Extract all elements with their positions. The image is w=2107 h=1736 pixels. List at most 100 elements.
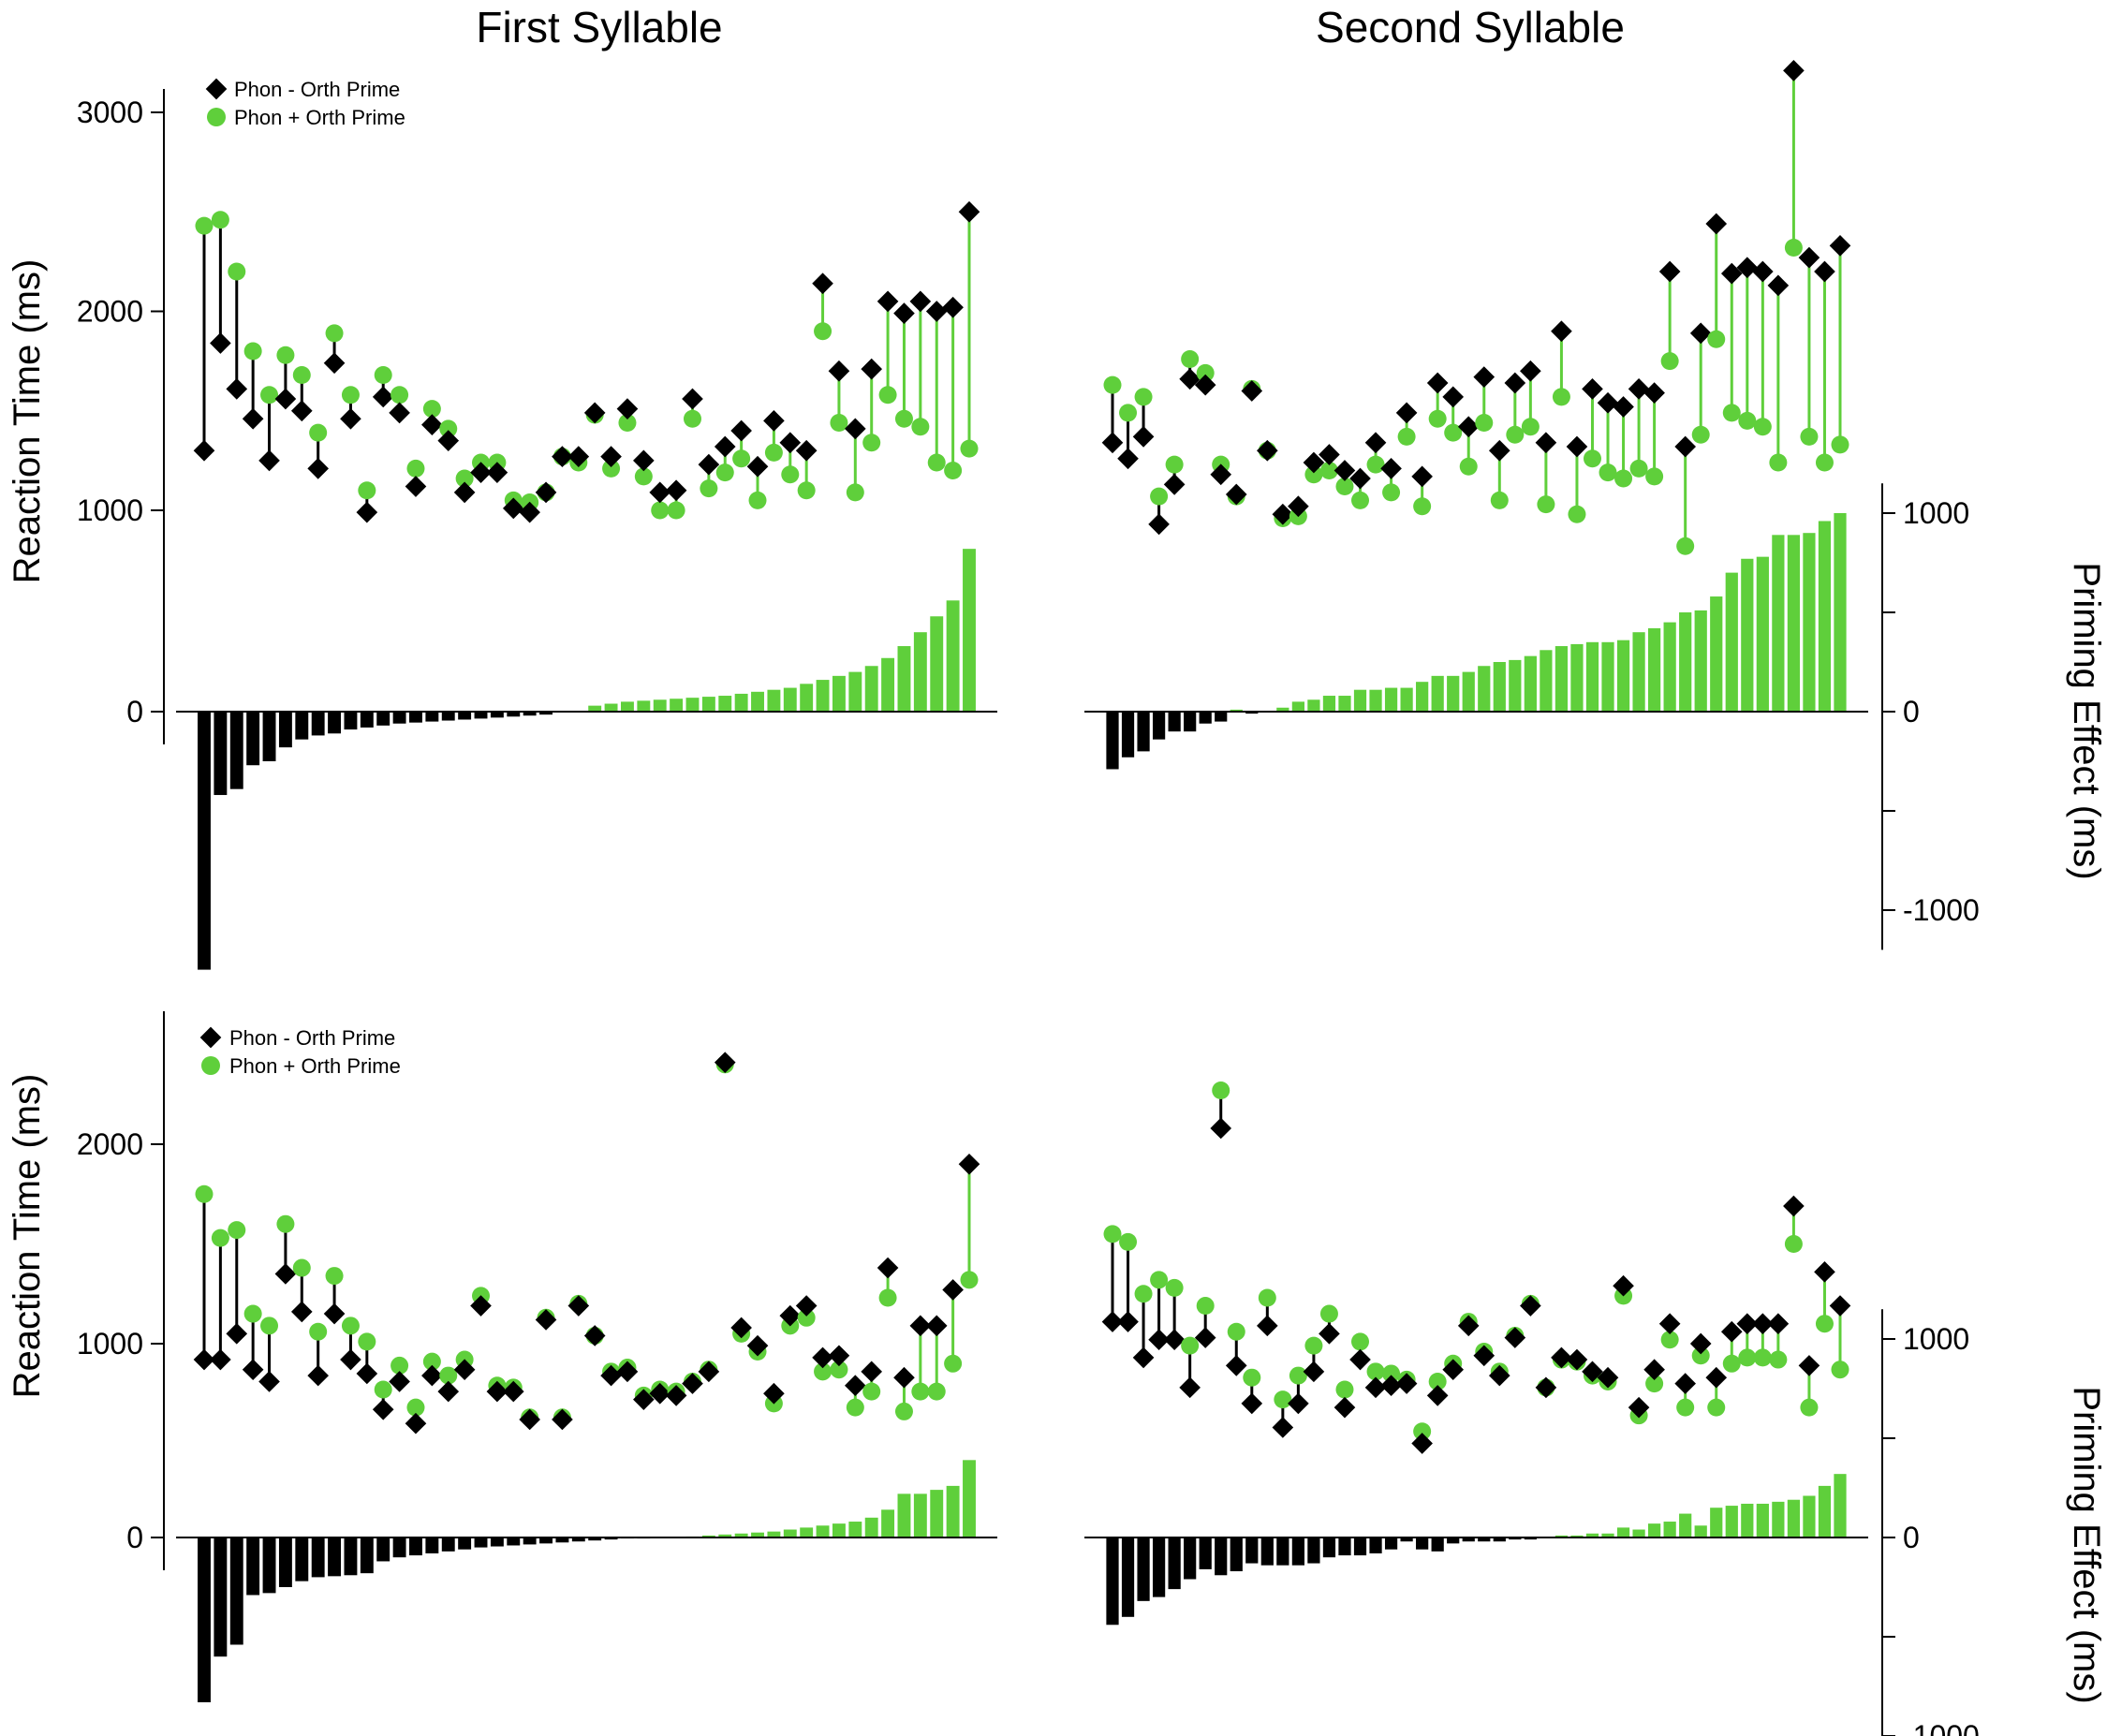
green-point: [1614, 469, 1633, 488]
green-point: [1629, 459, 1648, 478]
green-point: [1165, 1278, 1184, 1297]
green-point: [862, 1382, 881, 1401]
priming-bar: [376, 1537, 390, 1562]
green-point: [651, 501, 670, 520]
priming-bar: [229, 712, 243, 789]
black-point: [942, 296, 964, 318]
priming-bar: [1152, 1537, 1166, 1597]
black-point: [909, 290, 932, 313]
priming-bar: [1106, 712, 1119, 770]
black-point: [1488, 439, 1510, 462]
priming-bar: [246, 712, 260, 766]
black-point: [1705, 1366, 1728, 1389]
priming-bar: [1137, 1537, 1150, 1601]
priming-bar: [1741, 1503, 1754, 1537]
black-point: [535, 481, 557, 504]
green-point: [1103, 1225, 1122, 1243]
priming-bar: [1803, 533, 1816, 712]
black-point: [1117, 1311, 1139, 1332]
black-point: [1643, 382, 1665, 404]
priming-bar: [1772, 535, 1785, 712]
pe-tick-label: 1000: [1903, 1322, 1969, 1356]
priming-bar: [653, 699, 667, 712]
green-point: [1537, 495, 1555, 514]
priming-bar: [1818, 521, 1832, 712]
green-point: [1319, 462, 1338, 479]
priming-bar: [1168, 712, 1181, 732]
black-point: [1783, 60, 1805, 81]
black-point: [274, 1263, 297, 1285]
green-point: [1335, 478, 1354, 495]
green-point: [228, 1221, 246, 1240]
priming-bar: [1322, 1537, 1336, 1558]
green-point: [1769, 453, 1788, 472]
priming-bar: [1540, 650, 1553, 712]
pe-tick-label-left: 0: [126, 1521, 143, 1554]
green-point: [960, 439, 979, 458]
priming-bar: [246, 1537, 260, 1596]
black-point: [1597, 391, 1619, 414]
black-point: [210, 1348, 231, 1371]
green-point: [1738, 411, 1757, 430]
priming-bar: [783, 687, 797, 712]
priming-bar: [409, 712, 422, 723]
black-point: [925, 1315, 948, 1337]
green-point: [1691, 1346, 1710, 1365]
green-point: [1150, 487, 1169, 506]
priming-bar: [1462, 671, 1475, 712]
black-point: [1426, 1385, 1449, 1406]
priming-bar: [507, 1537, 521, 1546]
chart-marks: 1000 2000 3000 0 -1000 0 1000 1000 2000 0 -1000 0 10…: [77, 60, 1980, 1736]
black-point: [1257, 1315, 1278, 1337]
black-point: [242, 1359, 264, 1381]
black-point: [1566, 435, 1588, 458]
green-point: [830, 414, 848, 432]
pe-tick-label: -1000: [1903, 1719, 1980, 1736]
black-point: [1225, 1355, 1247, 1376]
green-point: [276, 346, 295, 364]
black-point: [893, 302, 915, 324]
priming-bar: [930, 1490, 944, 1537]
green-point: [211, 211, 229, 229]
green-point: [325, 1267, 344, 1286]
priming-bar: [1509, 659, 1522, 712]
priming-bar: [864, 666, 878, 712]
priming-bar: [1694, 610, 1707, 712]
legend-bottom: Phon - Orth Prime Phon + Orth Prime: [199, 1026, 401, 1078]
black-point: [958, 1153, 980, 1175]
green-point: [1382, 1364, 1401, 1383]
black-point: [1520, 360, 1541, 382]
black-point: [1473, 366, 1496, 388]
green-point: [1645, 467, 1664, 486]
green-point: [602, 459, 621, 478]
green-point: [797, 481, 816, 500]
priming-bar: [588, 1537, 602, 1541]
priming-bar: [1478, 666, 1491, 712]
priming-bar: [1431, 675, 1444, 712]
priming-bar: [1121, 712, 1135, 758]
priming-bar: [1478, 1537, 1491, 1542]
black-point: [698, 1361, 720, 1383]
green-point: [1413, 1422, 1432, 1441]
green-point: [1815, 1315, 1834, 1333]
green-point: [1196, 1297, 1215, 1316]
rt-tick-label: 1000: [77, 1327, 143, 1361]
priming-bar: [800, 1527, 814, 1537]
black-point: [1272, 1417, 1294, 1438]
priming-bar: [1509, 1537, 1522, 1540]
black-point: [1829, 1295, 1851, 1317]
priming-bar: [328, 712, 342, 734]
black-point: [1643, 1359, 1665, 1381]
priming-bar: [458, 1537, 472, 1550]
green-point: [1428, 409, 1447, 428]
priming-bar: [1601, 1533, 1614, 1537]
black-point: [1551, 320, 1572, 343]
green-point: [1645, 1375, 1664, 1393]
black-point: [1349, 1348, 1371, 1371]
black-point: [730, 419, 752, 442]
green-point: [1335, 1380, 1354, 1399]
green-point: [1134, 1285, 1153, 1303]
green-point: [1382, 483, 1401, 502]
priming-bar: [328, 1537, 342, 1577]
black-point: [567, 1295, 590, 1317]
